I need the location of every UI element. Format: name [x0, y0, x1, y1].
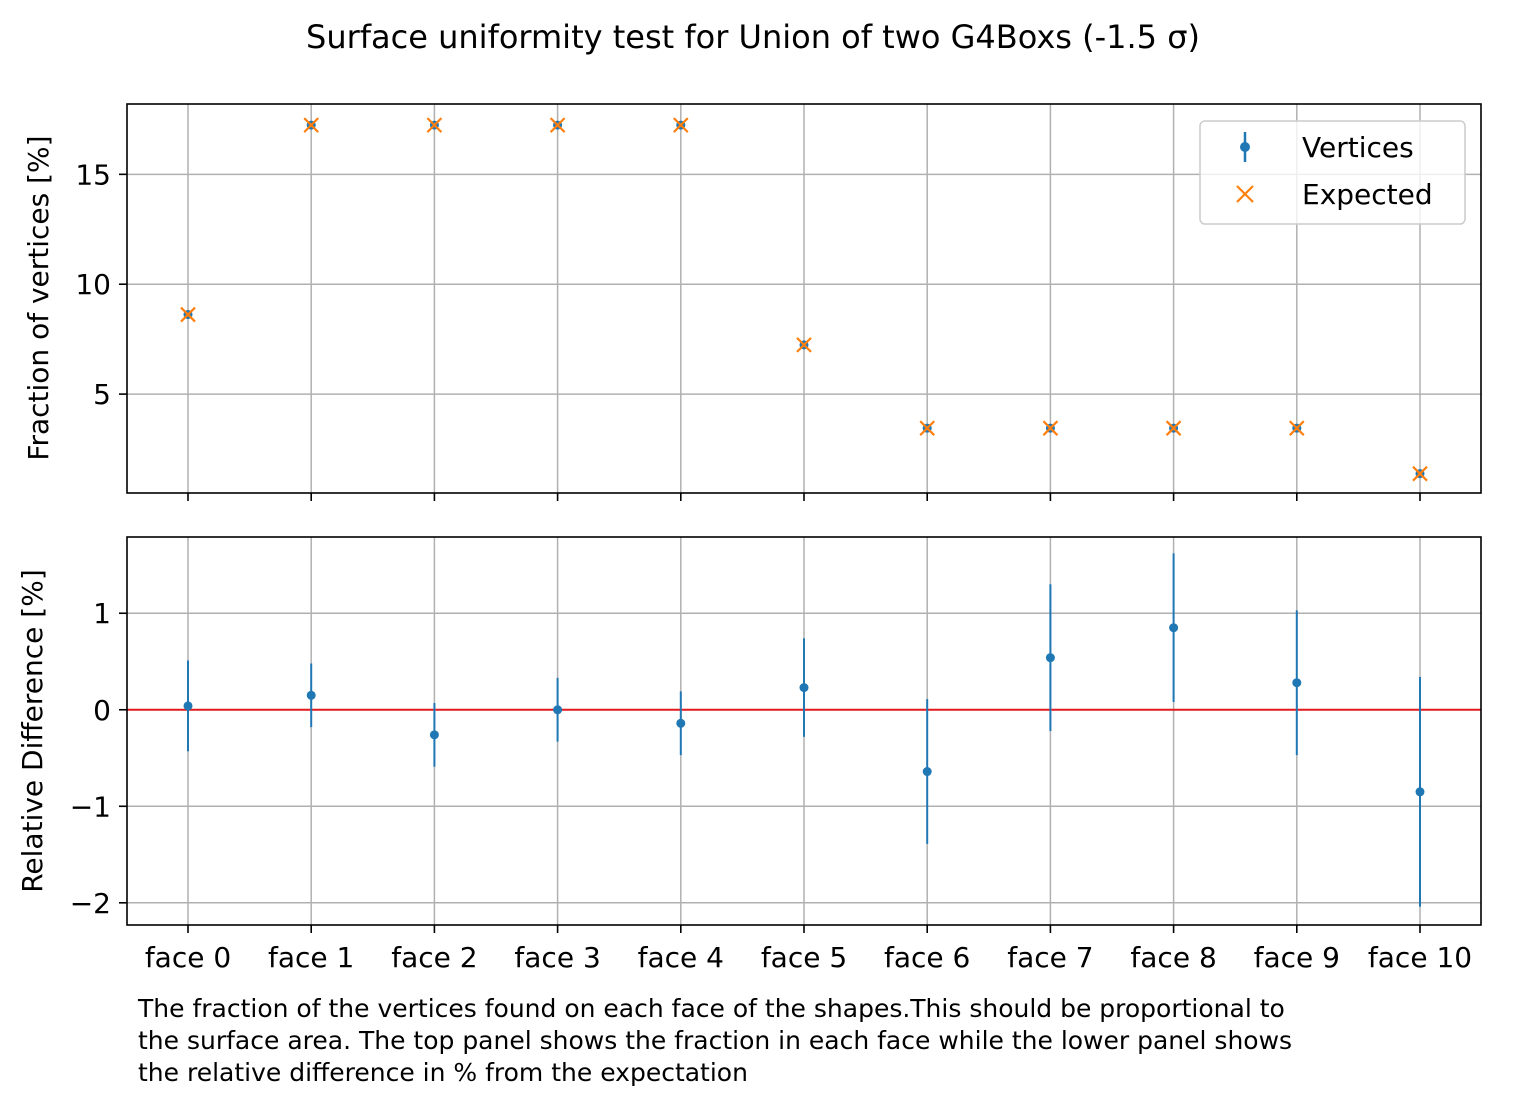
x-tick-label: face 7	[1007, 941, 1093, 974]
relative-difference-point	[1415, 787, 1425, 797]
top-series	[180, 117, 1428, 482]
caption-line: the surface area. The top panel shows th…	[138, 1026, 1293, 1055]
expected-marker	[303, 117, 319, 133]
legend-box	[1199, 120, 1466, 225]
expected-marker	[180, 306, 196, 323]
expected-marker	[1412, 465, 1428, 482]
expected-marker-stroke	[1412, 465, 1428, 482]
expected-marker-stroke	[673, 117, 689, 133]
x-tick-label: face 2	[391, 941, 477, 974]
legend-vertices-label: Vertices	[1302, 131, 1414, 164]
expected-marker-stroke	[426, 117, 443, 133]
relative-difference-point	[676, 718, 686, 728]
relative-difference-point	[1169, 623, 1179, 633]
relative-difference-point	[306, 690, 316, 700]
bottom-plot-frame	[126, 536, 1482, 926]
x-tick-label: face 10	[1368, 941, 1472, 974]
bottom-y-tick-label: −1	[70, 790, 111, 823]
expected-marker	[426, 117, 443, 133]
top-x-ticks	[187, 493, 1421, 501]
legend: Vertices Expected	[1199, 120, 1466, 225]
relative-difference-point	[922, 767, 932, 777]
x-tick-label: face 3	[514, 941, 600, 974]
bottom-panel: −2−101 face 0 face 1 face 2 face 3 face 4 fac…	[16, 536, 1482, 974]
expected-marker-stroke	[549, 117, 566, 133]
expected-marker-stroke	[303, 117, 319, 133]
caption-line: The fraction of the vertices found on ea…	[138, 994, 1285, 1023]
legend-expected-label: Expected	[1302, 178, 1433, 211]
expected-marker	[549, 117, 566, 133]
bottom-y-tick-label: 1	[93, 597, 111, 630]
relative-difference-point	[799, 683, 809, 693]
expected-marker	[796, 337, 812, 353]
top-y-tick-label: 10	[75, 268, 111, 301]
bottom-y-axis-label: Relative Difference [%]	[16, 569, 49, 893]
bottom-y-tick-label: 0	[93, 694, 111, 727]
relative-difference-point	[429, 730, 439, 740]
x-tick-label: face 5	[761, 941, 847, 974]
expected-marker-stroke	[1289, 420, 1305, 436]
x-tick-label: face 9	[1254, 941, 1340, 974]
x-tick-label: face 6	[884, 941, 970, 974]
relative-difference-point	[183, 701, 193, 711]
expected-marker-stroke	[919, 420, 935, 436]
x-tick-label: face 4	[638, 941, 724, 974]
top-panel: 5 10 15 Fraction of vertices [%] Vertices …	[22, 103, 1482, 501]
bottom-y-tick-label: −2	[70, 887, 111, 920]
top-y-tick-label: 5	[93, 378, 111, 411]
figure-caption: The fraction of the vertices found on ea…	[138, 993, 1508, 1089]
expected-marker-stroke	[1165, 420, 1182, 436]
expected-marker-stroke	[1042, 420, 1059, 436]
bottom-y-axis: −2 −1 0 1	[70, 597, 127, 920]
expected-marker	[1042, 420, 1059, 436]
expected-marker-stroke	[796, 337, 812, 353]
legend-vertices-marker	[1240, 142, 1250, 152]
bottom-series	[183, 553, 1425, 907]
bottom-x-axis: face 0 face 1 face 2 face 3 face 4 face 5 face…	[145, 925, 1472, 974]
relative-difference-point	[1292, 678, 1302, 688]
legend-expected-marker	[1236, 185, 1254, 203]
relative-difference-point	[1045, 653, 1055, 663]
caption-line: the relative difference in % from the ex…	[138, 1058, 748, 1087]
top-y-axis: 5 10 15	[75, 158, 127, 411]
x-tick-label: face 1	[268, 941, 354, 974]
expected-marker	[919, 420, 935, 436]
relative-difference-point	[553, 705, 563, 715]
chart-title: Surface uniformity test for Union of two…	[306, 18, 1200, 56]
expected-marker	[1289, 420, 1305, 436]
top-y-tick-label: 15	[75, 158, 111, 191]
top-plot-frame	[126, 103, 1482, 494]
x-tick-label: face 8	[1130, 941, 1216, 974]
expected-marker	[1165, 420, 1182, 436]
expected-marker-stroke	[180, 306, 196, 323]
expected-marker	[673, 117, 689, 133]
top-y-axis-label: Fraction of vertices [%]	[22, 135, 55, 460]
x-tick-label: face 0	[145, 941, 231, 974]
